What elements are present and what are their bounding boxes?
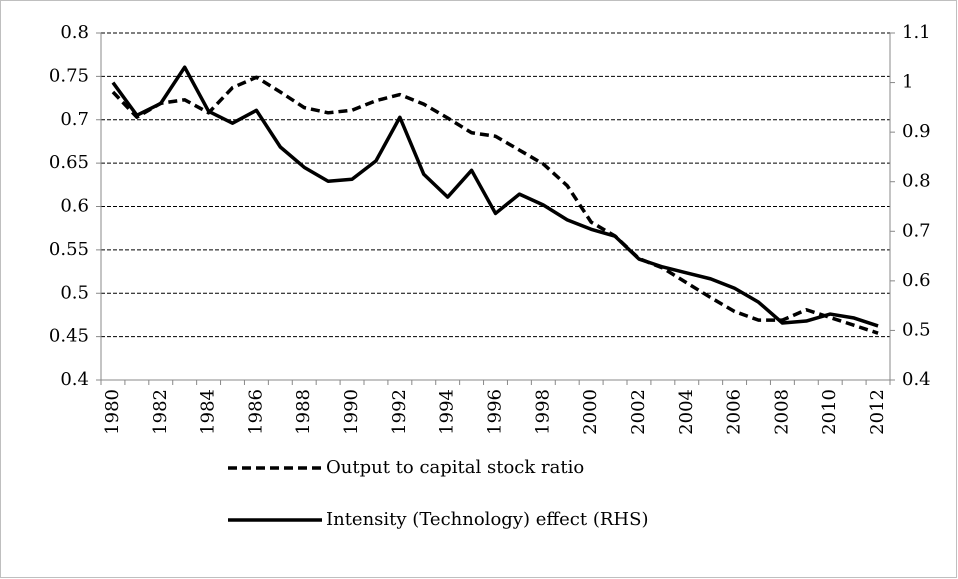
x-tick-label: 1986 [245, 389, 266, 435]
x-tick-label: 2012 [867, 389, 888, 435]
y-tick-label: 0.5 [60, 282, 89, 303]
y-tick-label: 0.55 [49, 239, 89, 260]
x-tick-label: 1990 [341, 389, 362, 435]
y-tick-label: 0.65 [49, 152, 89, 173]
y2-tick-label: 0.5 [902, 319, 931, 340]
y-tick-label: 0.4 [60, 369, 89, 390]
series-line [111, 65, 879, 328]
y2-tick-label: 0.9 [902, 121, 931, 142]
x-tick-label: 1980 [102, 389, 123, 435]
x-tick-label: 2000 [580, 389, 601, 435]
y-tick-label: 0.75 [49, 65, 89, 86]
y2-tick-label: 0.8 [902, 171, 931, 192]
legend-label: Output to capital stock ratio [326, 457, 584, 478]
x-tick-label: 1998 [532, 389, 553, 435]
y2-tick-label: 0.7 [902, 220, 931, 241]
x-tick-label: 2002 [628, 389, 649, 435]
legend-label: Intensity (Technology) effect (RHS) [326, 509, 648, 530]
x-tick-label: 1982 [150, 389, 171, 435]
y-tick-label: 0.8 [60, 22, 89, 43]
x-tick-label: 1996 [485, 389, 506, 435]
series-line [111, 75, 879, 335]
x-tick-label: 1994 [437, 389, 458, 435]
y2-tick-label: 0.6 [902, 270, 931, 291]
x-tick-label: 2004 [676, 389, 697, 435]
x-tick-label: 1988 [293, 389, 314, 435]
y2-tick-label: 0.4 [902, 369, 931, 390]
x-tick-label: 2010 [819, 389, 840, 435]
x-tick-label: 1984 [198, 389, 219, 435]
y-tick-label: 0.7 [60, 109, 89, 130]
x-tick-label: 2008 [771, 389, 792, 435]
y2-tick-label: 1.1 [902, 22, 931, 43]
y2-tick-label: 1 [902, 72, 913, 93]
x-tick-label: 1992 [389, 389, 410, 435]
x-tick-label: 2006 [724, 389, 745, 435]
y-tick-label: 0.45 [49, 326, 89, 347]
y-tick-label: 0.6 [60, 196, 89, 217]
